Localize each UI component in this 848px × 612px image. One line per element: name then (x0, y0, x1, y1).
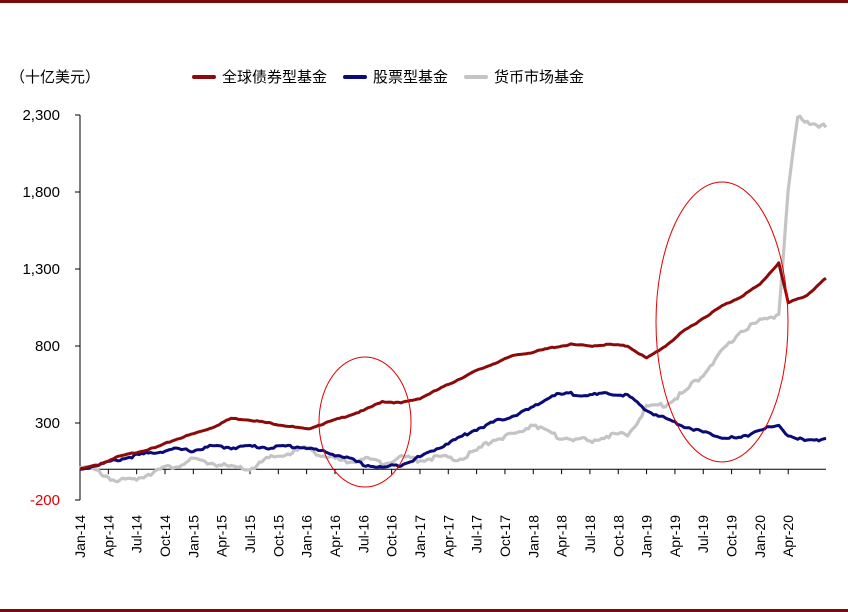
legend-item-money-market: 货币市场基金 (464, 66, 584, 87)
x-tick-label: Apr-17 (440, 515, 456, 557)
y-tick-label: 800 (35, 338, 60, 355)
highlight-ellipse-2016 (318, 356, 412, 488)
series-line-equity (79, 390, 827, 471)
x-tick-label: Apr-18 (554, 515, 570, 557)
series-line-bond (79, 261, 827, 471)
x-tick-label: Jan-14 (72, 515, 88, 558)
top-rule (0, 0, 848, 3)
x-tick-label: Jul-16 (355, 515, 371, 553)
y-tick-label: -200 (30, 492, 60, 509)
x-tick-label: Apr-20 (780, 515, 796, 557)
legend-item-bond: 全球债券型基金 (192, 66, 327, 87)
x-tick-label: Apr-14 (100, 515, 116, 557)
highlight-ellipse-2019 (655, 181, 789, 463)
y-tick-label: 1,800 (22, 184, 60, 201)
legend-label-bond: 全球债券型基金 (222, 68, 328, 86)
y-tick-label: 2,300 (22, 107, 60, 124)
x-tick-label: Apr-19 (667, 515, 683, 557)
legend-label-money-market: 货币市场基金 (494, 68, 585, 86)
x-tick-label: Jan-19 (639, 515, 655, 558)
x-tick-label: Oct-16 (384, 515, 400, 557)
x-tick-label: Jan-20 (752, 515, 768, 558)
x-tick-label: Oct-15 (270, 515, 286, 557)
legend-item-equity: 股票型基金 (343, 66, 448, 87)
x-tick-label: Oct-17 (497, 515, 513, 557)
x-tick-label: Jul-18 (582, 515, 598, 553)
legend-label-equity: 股票型基金 (373, 68, 449, 86)
x-tick-label: Oct-18 (610, 515, 626, 557)
bottom-rule (0, 609, 848, 612)
legend-swatch-money-market (464, 74, 489, 79)
x-tick-label: Jan-15 (185, 515, 201, 558)
x-tick-label: Jul-17 (469, 515, 485, 553)
series-line-money-market (78, 114, 828, 484)
y-tick-label: 1,300 (22, 261, 60, 278)
x-tick-label: Jan-17 (412, 515, 428, 558)
x-tick-label: Apr-15 (214, 515, 230, 557)
x-tick-label: Jul-19 (695, 515, 711, 553)
x-tick-label: Oct-19 (724, 515, 740, 557)
x-tick-label: Jul-15 (242, 515, 258, 553)
x-tick-label: Apr-16 (327, 515, 343, 557)
y-tick-label: 300 (35, 415, 60, 432)
x-tick-label: Jan-16 (299, 515, 315, 558)
legend-swatch-equity (343, 74, 368, 79)
x-tick-label: Jul-14 (129, 515, 145, 553)
x-tick-label: Oct-14 (157, 515, 173, 557)
x-tick-label: Jan-18 (525, 515, 541, 558)
legend: 全球债券型基金 股票型基金 货币市场基金 (192, 66, 584, 87)
legend-swatch-bond (192, 74, 216, 79)
unit-label: （十亿美元） (10, 68, 101, 86)
